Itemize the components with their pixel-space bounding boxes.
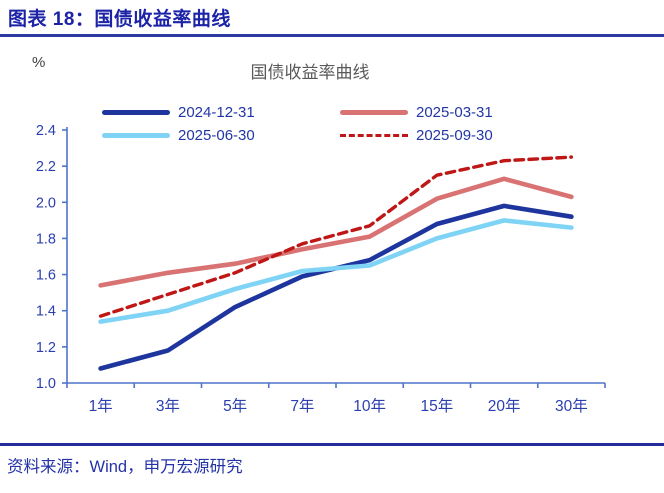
legend-label: 2024-12-31 [178, 103, 255, 121]
y-tick-label: 2.4 [36, 123, 56, 139]
series-line-2025-09-30 [98, 155, 574, 318]
legend-item-2025-06-30[interactable]: 2025-06-30 [102, 125, 340, 145]
series-line-2025-06-30 [98, 218, 574, 324]
legend-item-2025-03-31[interactable]: 2025-03-31 [340, 102, 493, 122]
chart-legend: 2024-12-31 2025-03-31 2025-06-30 2025-09-30 [102, 102, 493, 145]
chart-title: 国债收益率曲线 [250, 63, 370, 82]
y-tick-label: 1.4 [36, 304, 56, 320]
legend-label: 2025-06-30 [178, 126, 255, 144]
legend-label: 2025-03-31 [416, 103, 493, 121]
y-tick-label: 1.2 [36, 340, 56, 356]
legend-swatch-dashed [340, 133, 408, 137]
source-note: 资料来源：Wind，申万宏源研究 [7, 458, 243, 476]
y-axis-unit-label: % [32, 54, 46, 71]
y-tick-label: 1.6 [36, 268, 56, 284]
y-tick-label: 1.8 [36, 231, 56, 247]
legend-swatch-solid [340, 109, 408, 115]
x-tick-label: 20年 [488, 397, 521, 415]
y-tick-label: 2.0 [36, 195, 56, 211]
page-title: 图表 18：国债收益率曲线 [8, 9, 231, 30]
x-tick-label: 1年 [89, 397, 113, 415]
series-line-2024-12-31 [98, 203, 574, 371]
x-tick-label: 15年 [421, 397, 454, 415]
y-tick-label: 2.2 [36, 159, 56, 175]
legend-swatch-solid [102, 109, 170, 115]
legend-swatch-solid [102, 132, 170, 138]
series-line-2025-03-31 [98, 176, 574, 288]
x-tick-label: 30年 [555, 397, 588, 415]
x-tick-label: 10年 [353, 397, 386, 415]
x-tick-label: 3年 [156, 397, 180, 415]
x-tick-label: 5年 [223, 397, 247, 415]
footer-divider [0, 443, 664, 446]
header-divider [0, 34, 664, 37]
legend-item-2024-12-31[interactable]: 2024-12-31 [102, 102, 340, 122]
legend-item-2025-09-30[interactable]: 2025-09-30 [340, 125, 493, 145]
legend-label: 2025-09-30 [416, 126, 493, 144]
y-tick-label: 1.0 [36, 376, 56, 392]
x-tick-label: 7年 [290, 397, 314, 415]
